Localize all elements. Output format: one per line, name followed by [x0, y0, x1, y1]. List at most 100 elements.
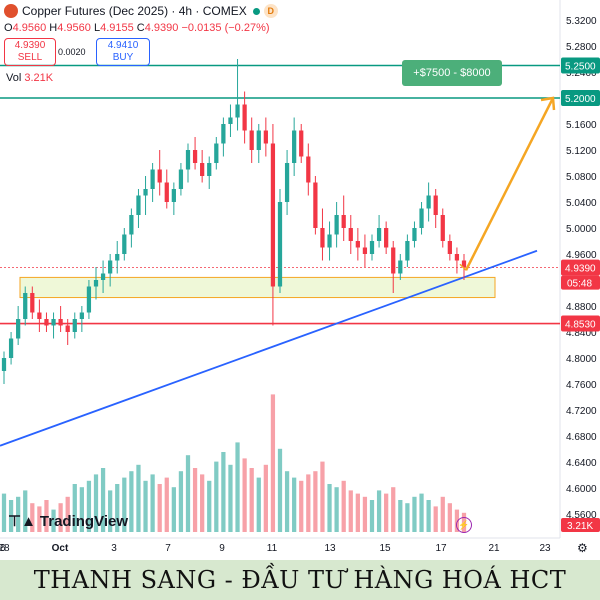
candle-body [391, 247, 396, 274]
candle-body [228, 117, 233, 124]
volume-bar [157, 484, 162, 532]
y-tick-label: 5.0000 [566, 224, 597, 235]
candle-body [108, 260, 113, 274]
candle-body [249, 130, 254, 150]
volume-bar [284, 471, 290, 532]
volume-bar [433, 506, 438, 532]
volume-bar [348, 490, 353, 532]
volume-bar [115, 484, 120, 532]
candle-body [440, 215, 445, 241]
candle-body [192, 150, 198, 163]
price-label-text: 5.2500 [565, 62, 596, 73]
settings-gear-icon[interactable]: ⚙ [577, 541, 588, 555]
x-tick-label: 17 [435, 543, 447, 554]
volume-bar [242, 458, 247, 532]
trendline [0, 249, 538, 447]
candle-body [65, 325, 70, 332]
candle-body [150, 169, 155, 189]
buy-button[interactable]: 4.9410 BUY [96, 38, 150, 66]
volume-bar [207, 480, 212, 532]
candle-body [171, 189, 176, 202]
volume-axis-text: 3.21K [567, 521, 593, 532]
candle-body [72, 319, 77, 332]
candle-body [44, 319, 49, 326]
price-label-tag [561, 90, 600, 106]
candle-body [207, 163, 212, 176]
price-chart[interactable]: 5.32005.28005.24005.20005.16005.12005.08… [0, 0, 600, 560]
price-label-tag [561, 259, 600, 276]
tradingview-icon: ⊤▲ [8, 513, 36, 530]
candle-body [348, 228, 353, 241]
candle-body [8, 338, 14, 358]
y-tick-label: 4.6400 [566, 458, 597, 469]
symbol-title[interactable]: Copper Futures (Dec 2025) · 4h · COMEX [22, 4, 247, 18]
candle-body [433, 195, 438, 215]
volume-bar [58, 503, 63, 532]
change-value: −0.0135 (−0.27%) [181, 22, 270, 34]
x-tick-label: 11 [267, 543, 278, 554]
open-value: 4.9560 [12, 22, 47, 34]
volume-bar [122, 477, 127, 532]
target-arrowhead [540, 96, 556, 111]
delayed-data-badge: D [263, 4, 278, 18]
volume-bar [419, 493, 424, 532]
buy-label: BUY [112, 52, 134, 63]
candle-body [178, 169, 184, 189]
volume-bar [37, 506, 42, 532]
arrow-tail [459, 263, 467, 271]
volume-bar [86, 480, 92, 532]
candle-body [100, 273, 106, 280]
spread-value: 0.0020 [58, 47, 86, 57]
volume-bar [65, 496, 70, 532]
volume-bar [327, 484, 332, 532]
candle-body [185, 150, 191, 170]
candle-body [419, 208, 424, 228]
candle-body [320, 228, 325, 248]
sell-price: 4.9390 [14, 40, 46, 51]
x-tick-label: 23 [539, 543, 551, 554]
lightning-icon[interactable]: ⚡ [456, 517, 472, 533]
volume-bar [30, 503, 35, 532]
candle-body [426, 195, 431, 209]
volume-bar [440, 496, 445, 532]
y-tick-label: 4.5600 [566, 510, 597, 521]
x-tick-label: 13 [324, 543, 336, 554]
volume-bar [221, 452, 226, 532]
x-tick-label: 21 [488, 543, 500, 554]
y-tick-label: 4.8400 [566, 328, 597, 339]
candle-body [277, 202, 283, 287]
volume-bar [249, 468, 254, 532]
x-tick-label: 7 [165, 543, 171, 554]
candle-body [16, 319, 21, 339]
volume-bar [8, 500, 14, 532]
candle-body [221, 124, 226, 144]
volume-bar [426, 500, 431, 532]
x-tick-label: Oct [52, 543, 69, 554]
volume-bar [192, 468, 198, 532]
candle-body [270, 143, 276, 287]
volume-bar [384, 493, 389, 532]
volume-bar [200, 474, 205, 532]
candle-body [1, 358, 7, 371]
candle-body [143, 189, 148, 196]
y-tick-label: 4.7200 [566, 406, 597, 417]
volume-bar [235, 442, 240, 532]
y-tick-label: 4.9600 [566, 250, 597, 261]
volume-bar [228, 464, 233, 532]
volume-bar [178, 471, 184, 532]
target-annotation[interactable]: +$7500 - $8000 [402, 60, 502, 86]
volume-bar [263, 464, 268, 532]
volume-bar [320, 461, 325, 532]
symbol-logo-icon [4, 4, 18, 18]
x-tick-label: 15 [379, 543, 391, 554]
candle-body [23, 293, 28, 319]
y-tick-label: 4.6800 [566, 432, 597, 443]
volume-bar [447, 503, 452, 532]
candle-body [214, 143, 219, 163]
y-tick-label: 5.0400 [566, 198, 597, 209]
volume-bar [93, 474, 99, 532]
y-tick-label: 4.8000 [566, 354, 597, 365]
sell-button[interactable]: 4.9390 SELL [4, 38, 56, 66]
volume-bar [108, 490, 113, 532]
candle-body [115, 254, 120, 261]
